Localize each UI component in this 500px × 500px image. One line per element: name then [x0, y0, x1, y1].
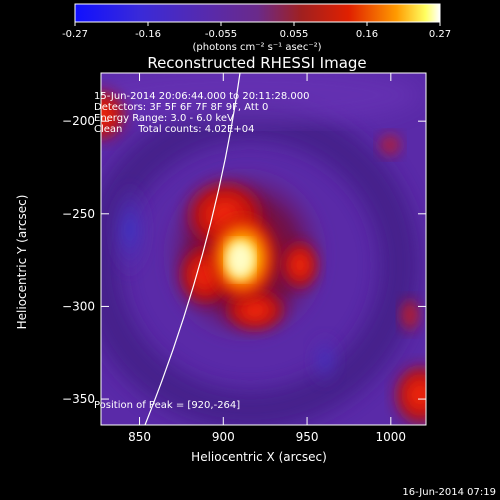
y-tick-label: −300	[62, 299, 95, 313]
colorbar-tick-label: -0.27	[62, 29, 88, 40]
info-time-range: 15-Jun-2014 20:06:44.000 to 20:11:28.000	[94, 91, 310, 102]
solar-limb-line	[144, 73, 241, 425]
colorbar	[74, 3, 441, 23]
colorbar-units-label: (photons cm⁻² s⁻¹ asec⁻²)	[192, 42, 321, 53]
plot-title: Reconstructed RHESSI Image	[147, 54, 366, 72]
x-tick-label: 1000	[376, 430, 407, 444]
colorbar-tick-label: -0.055	[205, 29, 237, 40]
x-tick-label: 950	[296, 430, 319, 444]
x-tick-label: 900	[212, 430, 235, 444]
rhessi-image	[101, 73, 426, 425]
y-axis-label: Heliocentric Y (arcsec)	[15, 195, 29, 330]
colorbar-tick-label: 0.055	[280, 29, 309, 40]
colorbar-tick-label: -0.16	[135, 29, 161, 40]
y-tick-label: −350	[62, 392, 95, 406]
colorbar-ticks: -0.27 -0.16 -0.055 0.055 0.16 0.27	[62, 22, 451, 40]
timestamp: 16-Jun-2014 07:19	[402, 487, 496, 498]
plot-frame	[100, 72, 427, 426]
info-energy-range: Energy Range: 3.0 - 6.0 keV	[94, 113, 234, 124]
colorbar-tick-label: 0.27	[429, 29, 451, 40]
y-tick-label: −200	[62, 114, 95, 128]
colorbar-tick-label: 0.16	[356, 29, 378, 40]
x-axis-label: Heliocentric X (arcsec)	[191, 450, 327, 464]
axis-ticks: 850 900 950 1000 −200 −250 −300 −350	[62, 73, 426, 444]
x-tick-label: 850	[128, 430, 151, 444]
info-detectors: Detectors: 3F 5F 6F 7F 8F 9F, Att 0	[94, 102, 268, 113]
y-tick-label: −250	[62, 207, 95, 221]
peak-position-label: Position of Peak = [920,-264]	[94, 400, 240, 411]
info-counts: Clean Total counts: 4.02E+04	[94, 124, 254, 135]
